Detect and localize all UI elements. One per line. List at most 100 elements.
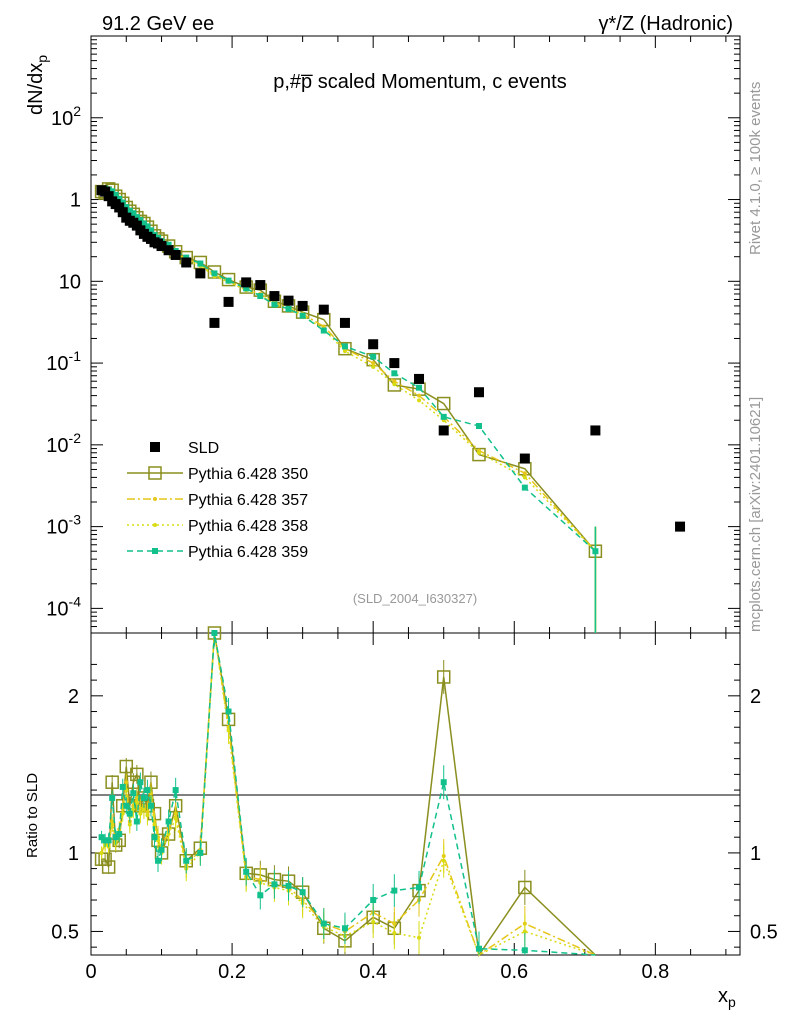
data-point <box>414 373 425 384</box>
ratio-point-3 <box>211 630 218 636</box>
data-point <box>389 358 400 369</box>
y-tick-label: 10-2 <box>46 430 81 457</box>
analysis-id: (SLD_2004_I630327) <box>353 591 477 606</box>
ratio-point-3 <box>123 802 130 809</box>
ratio-tick-label: 1 <box>68 843 79 865</box>
data-point <box>170 249 181 260</box>
data-point <box>209 317 220 328</box>
ratio-point-2 <box>145 813 150 818</box>
y-tick-base: 10 <box>51 108 73 130</box>
legend: SLD Pythia 6.428 350 Pythia 6.428 357 Pythi… <box>127 440 308 561</box>
ratio-point-3 <box>98 834 105 841</box>
data-point <box>181 257 192 268</box>
side-rivet: Rivet 4.1.0, ≥ 100k events <box>747 82 764 255</box>
ratio-point-3 <box>126 810 133 817</box>
y-tick-exponent: -3 <box>69 512 82 528</box>
x-tick-label: 0.2 <box>218 961 246 983</box>
series-point-0 <box>221 272 236 287</box>
ratio-point-3 <box>144 787 151 794</box>
ratio-point-3 <box>440 779 447 786</box>
ratio-ticks: 2 2 1 1 0.5 0.5 <box>51 663 778 948</box>
ratio-point-0 <box>119 759 134 774</box>
ratio-point-3 <box>105 837 112 844</box>
x-tick-label: 0.6 <box>500 961 528 983</box>
data-point <box>339 317 350 328</box>
series-point-2 <box>522 475 527 480</box>
ratio-point-2 <box>371 920 376 925</box>
ratio-point-3 <box>183 857 190 864</box>
ratio-point-2 <box>392 931 397 936</box>
y-tick-label: 10 <box>59 271 81 293</box>
series-point-1 <box>522 471 527 476</box>
y-axis-label-sub: p <box>34 55 50 63</box>
series-point-3 <box>341 343 348 350</box>
series-point-2 <box>342 349 347 354</box>
ratio-frame <box>90 632 741 956</box>
ratio-point-2 <box>166 832 171 837</box>
ratio-point-2 <box>441 858 446 863</box>
ratio-point-3 <box>521 947 528 954</box>
ratio-point-3 <box>391 887 398 894</box>
side-mcplots: mcplots.cern.ch [arXiv:2401.10621] <box>747 397 764 632</box>
legend-label: Pythia 6.428 358 <box>188 518 308 535</box>
ratio-point-3 <box>197 849 204 856</box>
ratio-point-3 <box>155 857 162 864</box>
series-point-3 <box>130 210 137 217</box>
data-point <box>103 191 114 202</box>
ratio-point-3 <box>102 837 109 844</box>
series-line-0 <box>101 187 596 552</box>
x-axis-label: xp <box>718 985 736 1010</box>
ratio-point-3 <box>243 868 250 875</box>
series-point-3 <box>140 220 147 227</box>
series-point-3 <box>370 353 377 360</box>
series-point-3 <box>116 195 123 202</box>
series-point-2 <box>476 450 481 455</box>
ratio-point-3 <box>137 779 144 786</box>
ratio-tick-label-right: 1 <box>750 843 761 865</box>
ratio-point-3 <box>320 920 327 927</box>
legend-label: SLD <box>188 440 219 457</box>
ratio-tick-label: 2 <box>68 686 79 708</box>
y-tick-label: 102 <box>51 103 81 130</box>
series-point-3 <box>299 312 306 319</box>
y-axis-label: dN/dxp <box>25 55 50 115</box>
ratio-point-3 <box>475 945 482 952</box>
series-point-1 <box>417 393 422 398</box>
legend-marker <box>153 523 157 527</box>
ratio-point-2 <box>522 929 527 934</box>
series-point-3 <box>126 207 133 214</box>
series-line-2 <box>101 189 596 552</box>
series-point-3 <box>320 327 327 334</box>
ratio-point-0 <box>98 852 112 866</box>
data-point <box>117 207 128 218</box>
series-point-3 <box>137 217 144 224</box>
ratio-point-3 <box>119 783 126 790</box>
series-point-3 <box>144 223 151 230</box>
series-point-2 <box>417 398 422 403</box>
ratio-point-3 <box>140 794 147 801</box>
data-point <box>473 387 484 398</box>
ratio-point-2 <box>110 822 115 827</box>
main-series <box>94 182 686 633</box>
x-axis-label-sub: p <box>728 994 736 1010</box>
data-point <box>675 521 686 532</box>
ratio-point-3 <box>116 831 123 838</box>
series-point-0 <box>472 447 486 462</box>
ratio-point-2 <box>226 728 231 733</box>
series-line-1 <box>101 188 596 552</box>
series-point-3 <box>112 191 119 198</box>
ratio-point-3 <box>109 794 116 801</box>
y-tick-base: 10 <box>46 435 68 457</box>
ratio-point-3 <box>299 889 306 896</box>
ratio-y-label: Ratio to SLD <box>24 773 41 858</box>
series-point-3 <box>133 214 140 221</box>
data-point <box>195 268 206 279</box>
series-point-1 <box>371 361 376 366</box>
header-left: 91.2 GeV ee <box>102 13 214 35</box>
ratio-point-3 <box>112 834 119 841</box>
series-point-3 <box>197 260 204 267</box>
ratio-point-3 <box>147 802 154 809</box>
series-point-3 <box>271 301 278 308</box>
series-point-3 <box>147 227 154 234</box>
